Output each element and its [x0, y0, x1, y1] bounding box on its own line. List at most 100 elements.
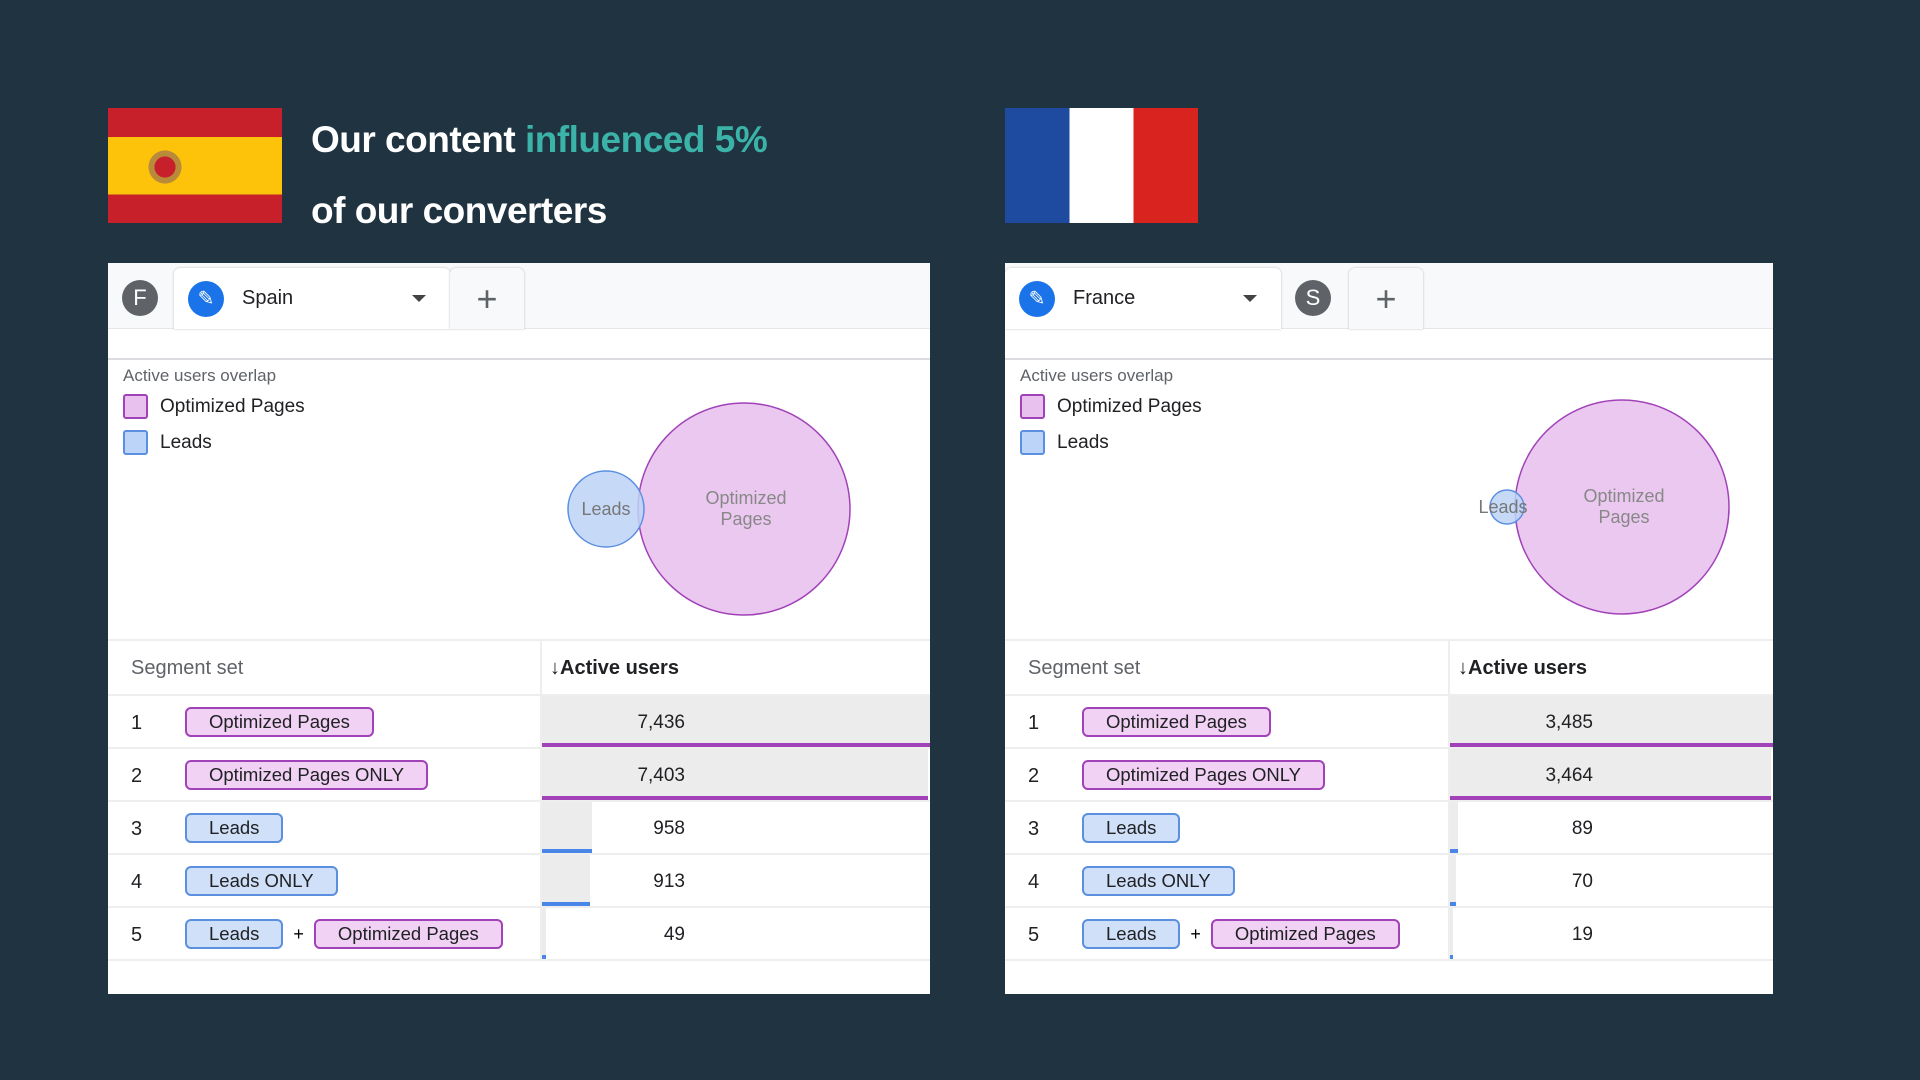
- segment-chips: Leads ONLY: [1082, 866, 1235, 896]
- value-bar-underline: [1450, 955, 1454, 959]
- segment-chips: Optimized Pages ONLY: [1082, 760, 1326, 790]
- column-header-active-users[interactable]: ↓Active users: [1458, 657, 1587, 680]
- value-cell: 958: [542, 802, 930, 853]
- value-bar: [542, 855, 590, 906]
- venn-label-optimized: Optimized: [705, 488, 786, 508]
- add-segment-button[interactable]: +: [450, 268, 524, 329]
- row-number: 5: [1028, 924, 1040, 946]
- value-cell: 70: [1450, 855, 1773, 906]
- table-row[interactable]: 4 Leads ONLY 913: [108, 855, 930, 908]
- segment-chip[interactable]: Optimized Pages: [1082, 707, 1271, 737]
- value-bar: [542, 749, 929, 800]
- table-row[interactable]: 5 Leads + Optimized Pages 49: [108, 908, 930, 961]
- headline: Our content influenced 5% of our convert…: [311, 104, 768, 246]
- segment-chip[interactable]: Leads ONLY: [1082, 866, 1235, 896]
- value-cell: 7,436: [542, 696, 930, 747]
- segment-chip[interactable]: Optimized Pages: [185, 707, 374, 737]
- divider: [108, 358, 930, 360]
- segment-chip[interactable]: Leads: [1082, 813, 1181, 843]
- value-bar: [1450, 749, 1772, 800]
- segment-chip[interactable]: Optimized Pages ONLY: [185, 760, 429, 790]
- segment-tab-active[interactable]: ✎ Spain: [174, 268, 450, 329]
- legend-item: Leads: [123, 430, 212, 455]
- value-bar-underline: [542, 902, 590, 906]
- active-users-value: 3,464: [1545, 765, 1593, 786]
- plus-sign: +: [293, 923, 304, 944]
- legend-item: Optimized Pages: [1020, 394, 1202, 419]
- segment-tab-label: France: [1073, 287, 1136, 309]
- value-bar: [1450, 908, 1454, 959]
- venn-circle-leads[interactable]: [1489, 489, 1525, 525]
- table-header: Segment set ↓Active users: [108, 641, 930, 696]
- segment-chip[interactable]: Leads: [185, 813, 284, 843]
- segment-tab-bar: ✎ France S +: [1005, 263, 1773, 329]
- value-cell: 7,403: [542, 749, 930, 800]
- chevron-down-icon[interactable]: [1243, 295, 1257, 302]
- segment-chip[interactable]: Optimized Pages: [1210, 919, 1400, 949]
- segment-avatar[interactable]: F: [122, 280, 158, 316]
- value-bar: [542, 696, 930, 747]
- sort-arrow-icon: ↓: [1458, 657, 1468, 679]
- table-row[interactable]: 1 Optimized Pages 7,436: [108, 696, 930, 749]
- value-bar: [1450, 855, 1457, 906]
- table-row[interactable]: 1 Optimized Pages 3,485: [1005, 696, 1773, 749]
- row-number: 1: [131, 712, 143, 734]
- segment-chip[interactable]: Leads: [185, 919, 284, 949]
- row-number: 3: [131, 818, 143, 840]
- venn-label-optimized: Pages: [1598, 507, 1649, 527]
- venn-label-leads: Leads: [581, 499, 630, 519]
- venn-label-leads: Leads: [1478, 497, 1527, 517]
- segment-chip[interactable]: Optimized Pages ONLY: [1082, 760, 1326, 790]
- row-number: 4: [1028, 871, 1040, 893]
- chevron-down-icon[interactable]: [412, 295, 426, 302]
- active-users-value: 19: [1571, 924, 1593, 945]
- value-bar-underline: [542, 743, 930, 747]
- value-bar-underline: [1450, 902, 1457, 906]
- segment-avatar[interactable]: S: [1295, 280, 1331, 316]
- venn-circle-leads[interactable]: [567, 470, 645, 548]
- venn-diagram: Leads Optimized Pages: [567, 402, 851, 616]
- value-cell: 913: [542, 855, 930, 906]
- value-bar-underline: [1450, 796, 1772, 800]
- overlap-title: Active users overlap: [1020, 366, 1174, 385]
- segment-chip[interactable]: Optimized Pages: [313, 919, 503, 949]
- france-flag: [1005, 108, 1198, 223]
- segment-chips: Leads + Optimized Pages: [185, 919, 503, 949]
- active-users-value: 958: [653, 818, 685, 839]
- value-cell: 3,464: [1450, 749, 1773, 800]
- value-cell: 3,485: [1450, 696, 1773, 747]
- table-row[interactable]: 3 Leads 89: [1005, 802, 1773, 855]
- plus-sign: +: [1190, 923, 1201, 944]
- segment-chips: Leads + Optimized Pages: [1082, 919, 1400, 949]
- table-row[interactable]: 4 Leads ONLY 70: [1005, 855, 1773, 908]
- pencil-icon: ✎: [188, 280, 224, 317]
- value-cell: 49: [542, 908, 930, 959]
- segment-tab-bar: F ✎ Spain +: [108, 263, 930, 329]
- row-number: 3: [1028, 818, 1040, 840]
- segment-chip[interactable]: Leads ONLY: [185, 866, 338, 896]
- active-users-value: 3,485: [1545, 712, 1593, 733]
- column-header-active-users[interactable]: ↓Active users: [550, 657, 679, 680]
- value-bar-underline: [542, 955, 546, 959]
- segment-tab-active[interactable]: ✎ France: [1005, 268, 1281, 329]
- active-users-value: 7,403: [637, 765, 685, 786]
- spain-flag: [108, 108, 282, 223]
- legend-item: Leads: [1020, 430, 1109, 455]
- legend-label: Optimized Pages: [1057, 395, 1202, 417]
- segment-chip[interactable]: Leads: [1082, 919, 1181, 949]
- table-row[interactable]: 2 Optimized Pages ONLY 3,464: [1005, 749, 1773, 802]
- table-row[interactable]: 2 Optimized Pages ONLY 7,403: [108, 749, 930, 802]
- table-row[interactable]: 3 Leads 958: [108, 802, 930, 855]
- legend-item: Optimized Pages: [123, 394, 305, 419]
- legend-swatch: [123, 430, 148, 455]
- add-segment-button[interactable]: +: [1349, 268, 1423, 329]
- table-row[interactable]: 5 Leads + Optimized Pages 19: [1005, 908, 1773, 961]
- segment-chips: Leads: [185, 813, 284, 843]
- value-cell: 19: [1450, 908, 1773, 959]
- value-bar: [1450, 802, 1459, 853]
- legend-swatch: [123, 394, 148, 419]
- value-bar-underline: [1450, 743, 1773, 747]
- row-number: 1: [1028, 712, 1040, 734]
- segment-chips: Leads: [1082, 813, 1181, 843]
- divider: [1005, 358, 1773, 360]
